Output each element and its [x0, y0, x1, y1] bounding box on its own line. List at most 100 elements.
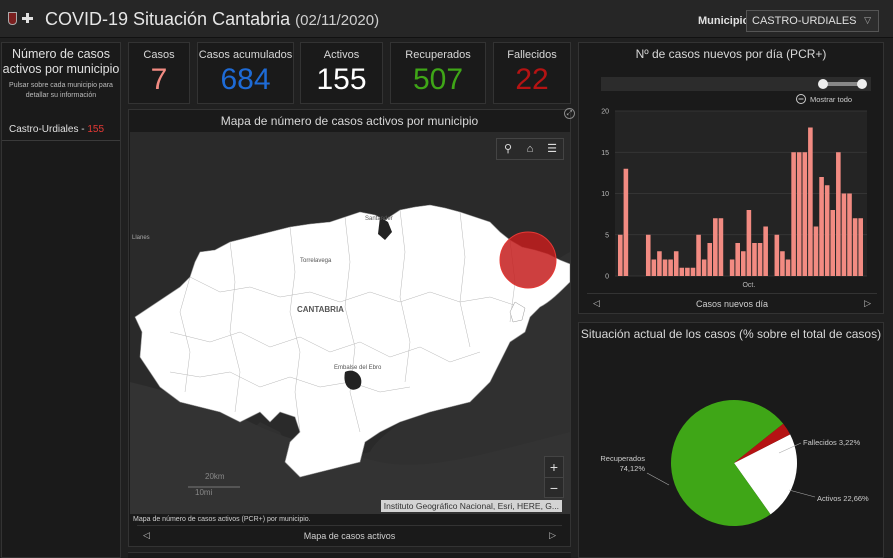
zoom-out-icon[interactable] [796, 94, 806, 104]
pie-label-name: Fallecidos [803, 438, 837, 447]
bar[interactable] [752, 243, 757, 276]
map-caption: Mapa de número de casos activos (PCR+) p… [133, 516, 311, 523]
bar[interactable] [735, 243, 740, 276]
bar[interactable] [690, 267, 696, 276]
bar[interactable] [657, 251, 662, 276]
municipio-select[interactable]: CASTRO-URDIALES ▽ [746, 10, 879, 32]
pie-label-pct: 3,22% [839, 438, 861, 447]
bar[interactable] [824, 185, 830, 276]
page-date: (02/11/2020) [295, 12, 380, 29]
bar[interactable] [808, 127, 813, 277]
bar[interactable] [858, 218, 863, 276]
pie-chart-svg: Fallecidos 3,22% Activos 22,66% Recupera… [600, 400, 869, 526]
municipio-select-value: CASTRO-URDIALES [752, 15, 857, 27]
bar[interactable] [830, 210, 836, 276]
label-llanes: Llanes [132, 235, 150, 241]
bar[interactable] [696, 234, 701, 276]
situation-pie-panel: Situación actual de los casos (% sobre e… [578, 322, 884, 558]
crest-icon [8, 12, 17, 25]
bar[interactable] [701, 259, 707, 277]
y-tick-label: 20 [601, 109, 609, 116]
bar[interactable] [662, 259, 668, 277]
pie-label-recuperados-pct: 74,12% [620, 464, 646, 473]
stat-value: 684 [220, 63, 271, 96]
pie-slice-fallecidos[interactable] [734, 423, 791, 463]
y-tick-label: 10 [601, 191, 609, 198]
bar[interactable] [645, 234, 651, 276]
map-toolbar: ⚲ ⌂ ☰ [496, 138, 564, 160]
bar[interactable] [651, 259, 657, 277]
scale-km: 20km [205, 472, 225, 481]
zoom-in-button[interactable]: + [549, 459, 559, 475]
pie-slice-activos[interactable] [734, 434, 797, 515]
castro-urdiales-enclave [509, 301, 526, 323]
stat-value: 155 [316, 63, 367, 96]
zoom-control: + − [544, 456, 564, 498]
bar[interactable] [741, 251, 746, 276]
bar[interactable] [707, 243, 713, 276]
bar[interactable] [729, 259, 735, 277]
bar[interactable] [713, 218, 718, 276]
bar[interactable] [774, 234, 780, 276]
bar[interactable] [802, 152, 808, 276]
zoom-out-button[interactable]: − [545, 477, 563, 497]
stat-label: Fallecidos [507, 49, 557, 61]
map-nav-bar: ◁ Mapa de casos activos ▷ [137, 525, 562, 545]
bar[interactable] [763, 226, 768, 277]
next-arrow-icon[interactable]: ▷ [549, 530, 556, 540]
header-icons [8, 12, 33, 25]
list-item-castro-urdiales[interactable]: Castro-Urdiales - 155 [2, 123, 120, 141]
expand-icon[interactable]: ⤢ [564, 108, 575, 119]
prev-arrow-icon[interactable]: ◁ [593, 298, 600, 308]
stat-value: 507 [412, 63, 464, 96]
new-cases-chart-panel: Nº de casos nuevos por día (PCR+) 0 5 10 15… [578, 42, 884, 314]
show-all-button[interactable]: Mostrar todo [810, 95, 852, 104]
bar[interactable] [673, 251, 679, 276]
bar[interactable] [847, 193, 852, 277]
bar[interactable] [796, 152, 802, 276]
municipio-label: Municipio [698, 15, 750, 27]
bar[interactable] [819, 177, 824, 276]
active-cases-marker[interactable] [499, 231, 557, 289]
leader-activos [788, 489, 816, 498]
stat-activos: Activos 155 [300, 42, 383, 104]
y-axis: 0 5 10 15 20 [601, 109, 609, 281]
pie-label-fallecidos: Fallecidos 3,22% [803, 438, 860, 447]
map-attribution: Instituto Geográfico Nacional, Esri, HER… [380, 500, 562, 512]
bar[interactable] [668, 259, 673, 277]
bar[interactable] [836, 152, 841, 276]
bar[interactable] [852, 218, 858, 276]
map-svg: Santander Torrelavega CANTABRIA Embalse … [130, 132, 570, 514]
home-icon[interactable]: ⌂ [526, 143, 534, 155]
embalse-ebro [344, 370, 362, 390]
label-torrelavega: Torrelavega [300, 258, 332, 264]
bar[interactable] [841, 193, 847, 277]
cantabria-region[interactable] [134, 204, 570, 478]
bar[interactable] [623, 168, 629, 276]
bar[interactable] [780, 251, 785, 276]
bar[interactable] [746, 210, 752, 276]
bar-nav-label: Casos nuevos día [695, 299, 769, 309]
bar[interactable] [618, 234, 623, 276]
bar[interactable] [718, 218, 724, 276]
bar[interactable] [685, 267, 690, 276]
search-icon[interactable]: ⚲ [503, 143, 513, 155]
pie-label-pct: 22,66% [843, 494, 869, 503]
next-arrow-icon[interactable]: ▷ [864, 298, 871, 308]
list-title: Número de casos activos por municipio [2, 47, 120, 76]
stat-label: Recuperados [405, 49, 471, 61]
legend-list-icon[interactable]: ☰ [547, 143, 557, 155]
prev-arrow-icon[interactable]: ◁ [143, 530, 150, 540]
bar[interactable] [813, 226, 819, 277]
pie-slice-recuperados[interactable] [671, 400, 784, 526]
range-slider-handle-right[interactable] [857, 79, 867, 89]
range-slider-handle-left[interactable] [818, 79, 828, 89]
bar[interactable] [679, 267, 685, 276]
bar[interactable] [791, 152, 796, 276]
map-view[interactable]: Santander Torrelavega CANTABRIA Embalse … [130, 132, 570, 514]
bar[interactable] [785, 259, 791, 277]
range-slider-track [601, 77, 871, 91]
map-panel: Mapa de número de casos activos por muni… [128, 109, 571, 547]
bar[interactable] [757, 243, 763, 276]
santander-bay [378, 217, 392, 240]
